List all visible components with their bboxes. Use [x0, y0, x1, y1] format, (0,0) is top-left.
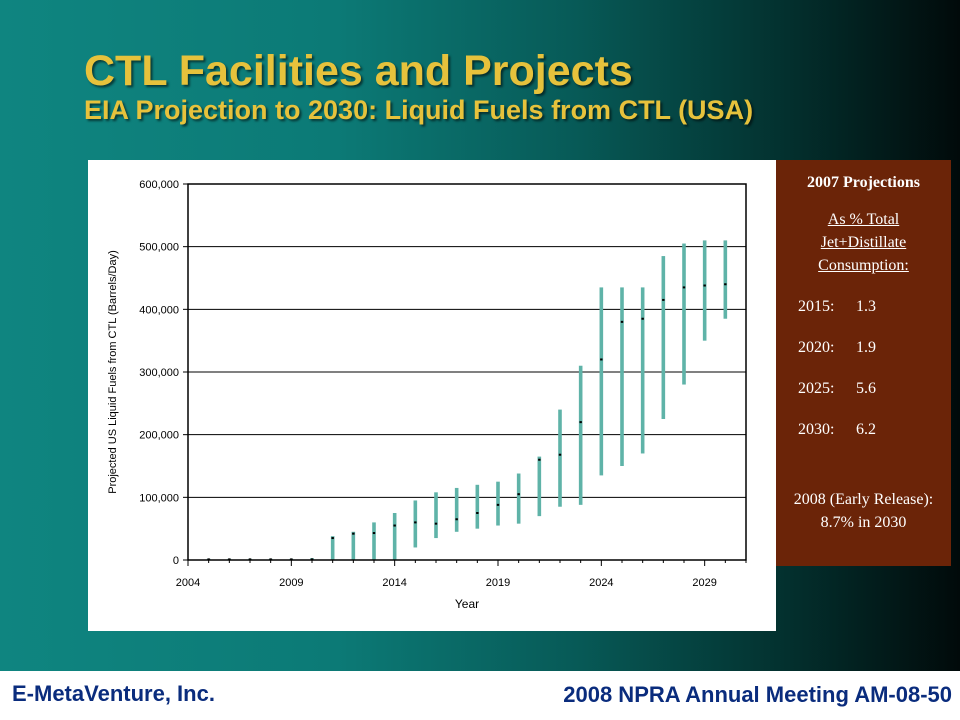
early-release-note: 2008 (Early Release): 8.7% in 2030 — [793, 491, 934, 531]
midpoint-marker — [476, 512, 479, 514]
y-tick-label: 400,000 — [139, 304, 179, 316]
range-bar — [620, 287, 624, 466]
midpoint-marker — [393, 524, 396, 527]
slide-title: CTL Facilities and Projects — [84, 47, 633, 95]
slide-title-block: CTL Facilities and Projects EIA Projecti… — [84, 48, 944, 126]
range-bar — [578, 365, 583, 505]
footer-company: E-MetaVenture, Inc. — [12, 681, 215, 706]
range-bar — [599, 287, 604, 476]
x-tick-label: 2009 — [279, 577, 303, 589]
midpoint-marker — [662, 298, 665, 301]
projection-year: 2030: — [798, 421, 835, 438]
midpoint-marker — [682, 286, 686, 289]
range-bar — [702, 240, 707, 341]
projection-year: 2025: — [798, 380, 835, 397]
midpoint-marker — [641, 317, 644, 320]
range-bar — [372, 522, 376, 560]
projections-panel: 2007 Projections As % Total Jet+Distilla… — [776, 160, 951, 566]
x-axis-label: Year — [455, 597, 479, 611]
footer-meeting: 2008 NPRA Annual Meeting AM-08-50 — [563, 682, 952, 707]
range-bar — [413, 500, 418, 548]
projection-value: 5.6 — [856, 380, 876, 397]
midpoint-marker — [331, 537, 334, 540]
range-bar — [392, 513, 397, 560]
x-tick-label: 2019 — [486, 577, 510, 589]
projection-value: 6.2 — [856, 421, 876, 438]
range-bar — [475, 484, 480, 529]
midpoint-marker — [538, 458, 541, 461]
x-tick-label: 2004 — [176, 577, 200, 589]
range-bar — [516, 473, 521, 524]
midpoint-marker — [703, 284, 706, 287]
range-bar — [496, 481, 500, 526]
midpoint-marker — [558, 453, 562, 456]
y-tick-label: 0 — [173, 555, 179, 567]
projections-subheading: As % Total Jet+Distillate Consumption: — [818, 211, 909, 274]
projection-year: 2015: — [798, 298, 835, 315]
footer-bar: E-MetaVenture, Inc. 2008 NPRA Annual Mee… — [0, 671, 960, 720]
y-tick-label: 100,000 — [139, 492, 179, 504]
midpoint-marker — [517, 493, 520, 496]
y-tick-label: 200,000 — [139, 430, 179, 442]
y-axis-label: Projected US Liquid Fuels from CTL (Barr… — [107, 250, 119, 494]
y-tick-label: 500,000 — [139, 242, 179, 254]
grid-lines — [188, 246, 746, 498]
range-bar — [640, 287, 645, 454]
range-bar — [682, 243, 686, 385]
range-bar — [723, 240, 728, 319]
midpoint-markers — [207, 283, 727, 561]
x-tick-label: 2024 — [589, 577, 613, 589]
projection-row: 2025: 5.6 — [798, 380, 938, 398]
range-bar — [661, 256, 666, 419]
projection-year: 2020: — [798, 339, 835, 356]
midpoint-marker — [372, 532, 376, 535]
slide-subtitle: EIA Projection to 2030: Liquid Fuels fro… — [84, 95, 754, 125]
midpoint-marker — [434, 522, 438, 525]
range-bar — [537, 456, 542, 517]
x-tick-label: 2014 — [382, 577, 406, 589]
y-tick-label: 600,000 — [139, 179, 179, 191]
midpoint-marker — [620, 320, 624, 323]
midpoint-marker — [600, 358, 603, 361]
chart-panel: 0 100,000 200,000 300,000 400,000 500,000 600,… — [88, 160, 776, 631]
range-bars — [206, 240, 728, 560]
range-bar — [351, 531, 356, 560]
y-tick-label: 300,000 — [139, 367, 179, 379]
projections-heading: 2007 Projections — [806, 174, 920, 191]
range-bar — [330, 536, 335, 560]
projection-row: 2015: 1.3 — [798, 298, 938, 316]
midpoint-marker — [579, 421, 582, 424]
y-axis-ticks: 0 100,000 200,000 300,000 400,000 500,000 600,… — [139, 179, 188, 567]
range-bar — [434, 492, 438, 539]
midpoint-marker — [724, 283, 727, 286]
midpoint-marker — [496, 503, 500, 506]
midpoint-marker — [455, 518, 458, 521]
midpoint-marker — [414, 521, 417, 524]
projection-value: 1.3 — [856, 298, 876, 315]
x-tick-label: 2029 — [692, 577, 716, 589]
projection-row: 2030: 6.2 — [798, 421, 938, 439]
range-bar — [558, 409, 562, 507]
x-axis-ticks: 2004 2009 2014 2019 2024 2029 — [176, 560, 747, 589]
range-bar — [454, 487, 459, 532]
projection-value: 1.9 — [856, 339, 876, 356]
projection-row: 2020: 1.9 — [798, 339, 938, 357]
ctl-projection-chart: 0 100,000 200,000 300,000 400,000 500,000 600,… — [107, 179, 747, 611]
midpoint-marker — [352, 532, 355, 535]
